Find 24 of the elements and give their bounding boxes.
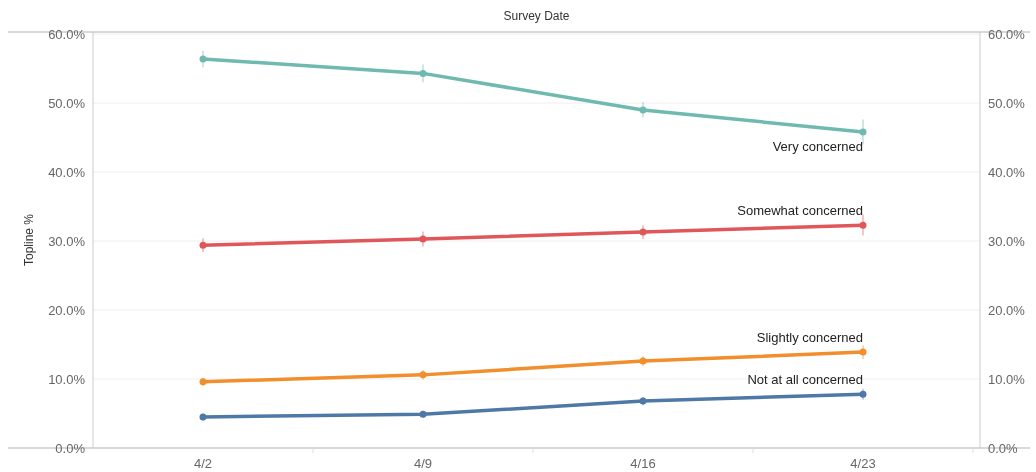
y2-tick-label: 10.0%	[988, 371, 1026, 387]
y-tick-label: 50.0%	[48, 95, 86, 111]
y-tick-label: 30.0%	[48, 233, 86, 249]
y-axis-title: Topline %	[22, 213, 36, 267]
x-tick-label: 4/2	[193, 456, 213, 471]
x-tick-label: 4/9	[413, 456, 433, 471]
series-label: Slightly concerned	[756, 330, 863, 346]
series-label: Very concerned	[772, 139, 863, 155]
series-label: Not at all concerned	[747, 372, 863, 388]
y-tick-label: 0.0%	[55, 440, 86, 456]
y2-tick-label: 30.0%	[988, 233, 1026, 249]
y2-tick-label: 50.0%	[988, 95, 1026, 111]
x-tick-label: 4/16	[630, 456, 656, 471]
y-tick-label: 20.0%	[48, 302, 86, 318]
y2-tick-label: 0.0%	[988, 440, 1019, 456]
y-tick-label: 40.0%	[48, 164, 86, 180]
y2-tick-label: 40.0%	[988, 164, 1026, 180]
x-axis-title: Survey Date	[503, 9, 570, 23]
x-tick-label: 4/23	[850, 456, 876, 471]
series-label: Somewhat concerned	[737, 203, 863, 219]
y2-tick-label: 20.0%	[988, 302, 1026, 318]
y-tick-label: 10.0%	[48, 371, 86, 387]
y-tick-label: 60.0%	[48, 26, 86, 42]
y2-tick-label: 60.0%	[988, 26, 1026, 42]
